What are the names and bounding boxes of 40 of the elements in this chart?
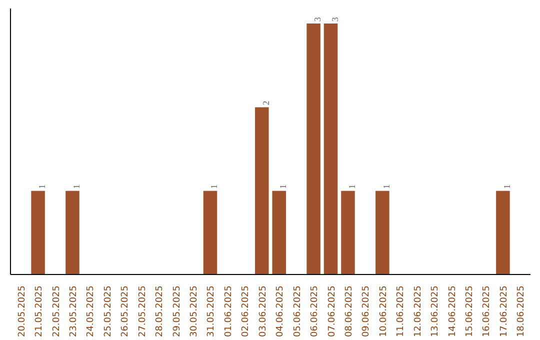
x-tick-label: 16.06.2025	[482, 286, 492, 338]
x-tick-label: 23.05.2025	[68, 286, 79, 338]
x-tick-label: 04.06.2025	[276, 286, 286, 338]
x-tick-label: 17.06.2025	[499, 286, 510, 338]
x-tick-label: 13.06.2025	[430, 286, 441, 338]
x-tick-label: 12.06.2025	[413, 286, 424, 338]
x-tick-label: 18.06.2025	[516, 286, 527, 338]
x-tick-label: 29.05.2025	[172, 286, 182, 338]
x-tick-label: 28.05.2025	[155, 286, 166, 338]
x-tick-label: 30.05.2025	[190, 286, 200, 338]
data-label: 1	[502, 184, 512, 189]
x-tick-label: 22.05.2025	[52, 286, 62, 338]
data-label: 3	[312, 16, 323, 22]
x-tick-label: 25.05.2025	[103, 286, 114, 338]
data-label: 1	[71, 184, 82, 189]
x-tick-label: 01.06.2025	[224, 286, 234, 338]
data-label: 3	[330, 16, 340, 22]
data-label: 1	[346, 184, 357, 189]
x-tick-label: 24.05.2025	[86, 286, 96, 338]
x-tick-label: 08.06.2025	[344, 286, 354, 338]
x-tick-label: 03.06.2025	[258, 286, 268, 338]
x-tick-label: 02.06.2025	[241, 286, 252, 338]
data-label: 1	[209, 184, 220, 189]
x-tick-label: 26.05.2025	[120, 286, 131, 338]
x-tick-label: 10.06.2025	[378, 286, 389, 338]
data-label: 1	[381, 184, 392, 189]
x-tick-label: 05.06.2025	[292, 286, 303, 338]
x-tick-label: 27.05.2025	[138, 286, 148, 338]
data-label: 1	[278, 184, 288, 189]
x-tick-label: 09.06.2025	[362, 286, 372, 338]
data-label: 2	[260, 100, 271, 106]
x-tick-label: 20.05.2025	[17, 286, 28, 338]
x-tick-label: 07.06.2025	[327, 286, 338, 338]
x-tick-label: 14.06.2025	[448, 286, 458, 338]
x-tick-label: 06.06.2025	[310, 286, 320, 338]
x-tick-label: 15.06.2025	[465, 286, 476, 338]
x-tick-label: 11.06.2025	[396, 286, 406, 338]
x-tick-label: 31.05.2025	[206, 286, 217, 338]
data-label: 1	[37, 184, 48, 189]
x-tick-label: 21.05.2025	[34, 286, 45, 338]
